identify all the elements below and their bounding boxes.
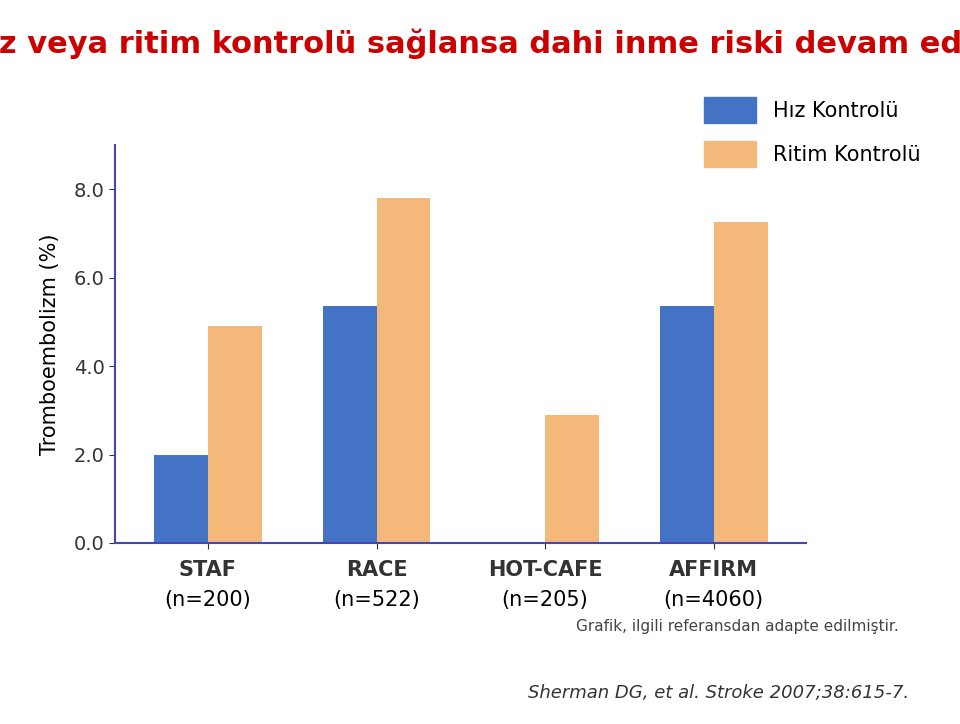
Text: (n=522): (n=522) bbox=[333, 590, 420, 610]
Bar bbox=[660, 306, 713, 543]
Text: (n=4060): (n=4060) bbox=[663, 590, 764, 610]
Bar bbox=[376, 198, 430, 543]
Bar bbox=[208, 327, 262, 543]
Legend: Hız Kontrolü, Ritim Kontrolü: Hız Kontrolü, Ritim Kontrolü bbox=[705, 97, 921, 167]
Y-axis label: Tromboembolizm (%): Tromboembolizm (%) bbox=[40, 233, 60, 455]
Bar bbox=[545, 415, 599, 543]
Bar bbox=[154, 455, 208, 543]
Text: (n=200): (n=200) bbox=[164, 590, 252, 610]
Text: Grafik, ilgili referansdan adapte edilmiştir.: Grafik, ilgili referansdan adapte edilmi… bbox=[576, 619, 899, 634]
Bar bbox=[713, 222, 768, 543]
Text: Hız veya ritim kontrolü sağlansa dahi inme riski devam eder: Hız veya ritim kontrolü sağlansa dahi in… bbox=[0, 29, 960, 59]
Text: Sherman DG, et al. Stroke 2007;38:615-7.: Sherman DG, et al. Stroke 2007;38:615-7. bbox=[528, 684, 909, 702]
Text: (n=205): (n=205) bbox=[502, 590, 588, 610]
Bar bbox=[323, 306, 376, 543]
